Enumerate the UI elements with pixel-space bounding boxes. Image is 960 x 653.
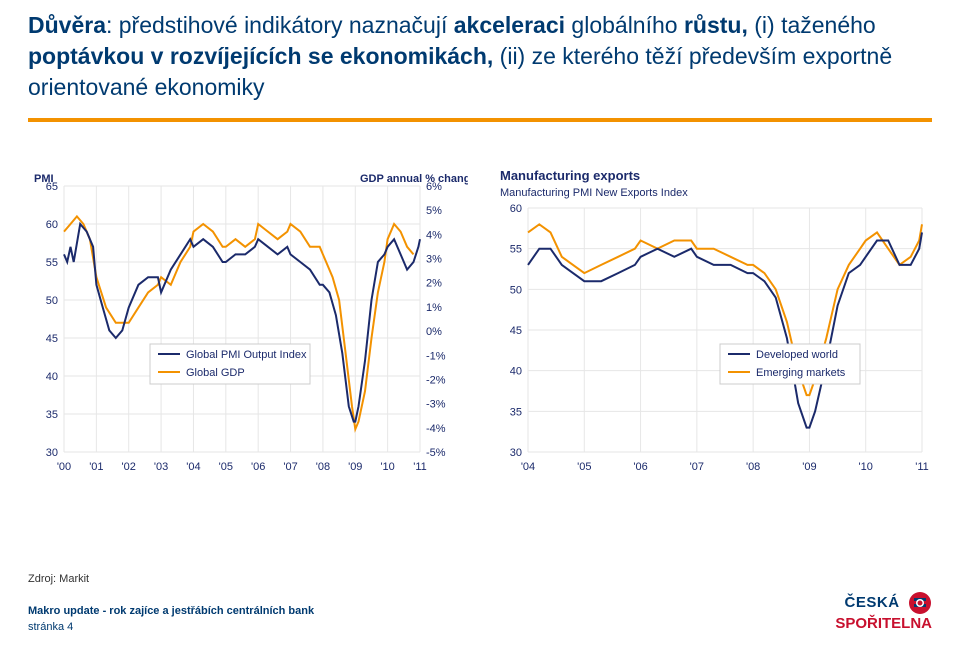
t2: : předstihové indikátory naznačují bbox=[106, 12, 454, 38]
svg-text:Global PMI Output Index: Global PMI Output Index bbox=[186, 349, 307, 361]
logo-icon bbox=[908, 591, 932, 615]
svg-text:'09: '09 bbox=[802, 461, 816, 473]
svg-text:30: 30 bbox=[510, 447, 522, 459]
svg-text:60: 60 bbox=[510, 203, 522, 215]
svg-text:2%: 2% bbox=[426, 278, 442, 290]
svg-text:'00: '00 bbox=[57, 461, 71, 473]
svg-text:'05: '05 bbox=[577, 461, 591, 473]
svg-text:35: 35 bbox=[46, 409, 58, 421]
svg-text:0%: 0% bbox=[426, 326, 442, 338]
svg-text:3%: 3% bbox=[426, 254, 442, 266]
title-divider bbox=[28, 118, 932, 122]
source-text: Zdroj: Markit bbox=[28, 573, 89, 585]
svg-text:1%: 1% bbox=[426, 302, 442, 314]
svg-text:'05: '05 bbox=[219, 461, 233, 473]
svg-text:'06: '06 bbox=[633, 461, 647, 473]
svg-text:'11: '11 bbox=[413, 461, 427, 473]
page-title: Důvěra: předstihové indikátory naznačují… bbox=[28, 10, 928, 103]
svg-text:45: 45 bbox=[46, 333, 58, 345]
svg-text:60: 60 bbox=[46, 219, 58, 231]
charts-row: PMIGDP annual % change3035404550556065-5… bbox=[28, 168, 932, 478]
svg-text:'08: '08 bbox=[746, 461, 760, 473]
svg-text:-3%: -3% bbox=[426, 399, 446, 411]
footer-page: stránka 4 bbox=[28, 621, 73, 633]
svg-text:-4%: -4% bbox=[426, 423, 446, 435]
svg-text:'08: '08 bbox=[316, 461, 330, 473]
svg-text:55: 55 bbox=[510, 244, 522, 256]
svg-text:'06: '06 bbox=[251, 461, 265, 473]
t3: akceleraci bbox=[454, 12, 565, 38]
svg-text:-2%: -2% bbox=[426, 374, 446, 386]
svg-text:'07: '07 bbox=[690, 461, 704, 473]
chart-pmi-gdp-svg: PMIGDP annual % change3035404550556065-5… bbox=[28, 168, 468, 478]
svg-text:'04: '04 bbox=[186, 461, 200, 473]
svg-text:55: 55 bbox=[46, 257, 58, 269]
svg-text:'07: '07 bbox=[283, 461, 297, 473]
svg-text:40: 40 bbox=[46, 371, 58, 383]
svg-text:35: 35 bbox=[510, 406, 522, 418]
svg-text:Manufacturing exports: Manufacturing exports bbox=[500, 168, 640, 183]
svg-text:'10: '10 bbox=[859, 461, 873, 473]
t1: Důvěra bbox=[28, 12, 106, 38]
svg-text:'04: '04 bbox=[521, 461, 535, 473]
t7: poptávkou v rozvíjejících se ekonomikách… bbox=[28, 43, 493, 69]
footer-title: Makro update - rok zajíce a jestřábích c… bbox=[28, 605, 314, 617]
t4: globálního bbox=[565, 12, 684, 38]
svg-text:Manufacturing PMI New Exports: Manufacturing PMI New Exports Index bbox=[500, 187, 688, 199]
logo-line2: SPOŘITELNA bbox=[835, 615, 932, 632]
t6: (i) taženého bbox=[748, 12, 876, 38]
svg-text:-5%: -5% bbox=[426, 447, 446, 459]
svg-text:4%: 4% bbox=[426, 229, 442, 241]
svg-text:40: 40 bbox=[510, 366, 522, 378]
logo: ČESKÁ SPOŘITELNA bbox=[835, 591, 932, 633]
svg-text:50: 50 bbox=[46, 295, 58, 307]
svg-text:'10: '10 bbox=[380, 461, 394, 473]
svg-text:'09: '09 bbox=[348, 461, 362, 473]
svg-text:Emerging markets: Emerging markets bbox=[756, 367, 846, 379]
svg-text:45: 45 bbox=[510, 325, 522, 337]
svg-text:Developed world: Developed world bbox=[756, 349, 838, 361]
t8: (ii) ze kterého těží především bbox=[493, 43, 802, 69]
svg-text:5%: 5% bbox=[426, 205, 442, 217]
svg-text:'02: '02 bbox=[122, 461, 136, 473]
t5: růstu, bbox=[684, 12, 748, 38]
svg-text:-1%: -1% bbox=[426, 350, 446, 362]
svg-text:GDP annual % change: GDP annual % change bbox=[360, 173, 468, 185]
svg-text:6%: 6% bbox=[426, 181, 442, 193]
svg-text:50: 50 bbox=[510, 284, 522, 296]
logo-line1: ČESKÁ bbox=[845, 594, 900, 611]
svg-text:'01: '01 bbox=[89, 461, 103, 473]
svg-text:65: 65 bbox=[46, 181, 58, 193]
svg-text:'03: '03 bbox=[154, 461, 168, 473]
svg-text:Global GDP: Global GDP bbox=[186, 367, 245, 379]
svg-text:30: 30 bbox=[46, 447, 58, 459]
chart-manufacturing-exports: Manufacturing exports Manufacturing PMI N… bbox=[492, 168, 932, 478]
chart-pmi-gdp: PMIGDP annual % change3035404550556065-5… bbox=[28, 168, 468, 478]
svg-text:'11: '11 bbox=[915, 461, 929, 473]
chart-manufacturing-exports-svg: Manufacturing exports Manufacturing PMI N… bbox=[492, 168, 932, 478]
